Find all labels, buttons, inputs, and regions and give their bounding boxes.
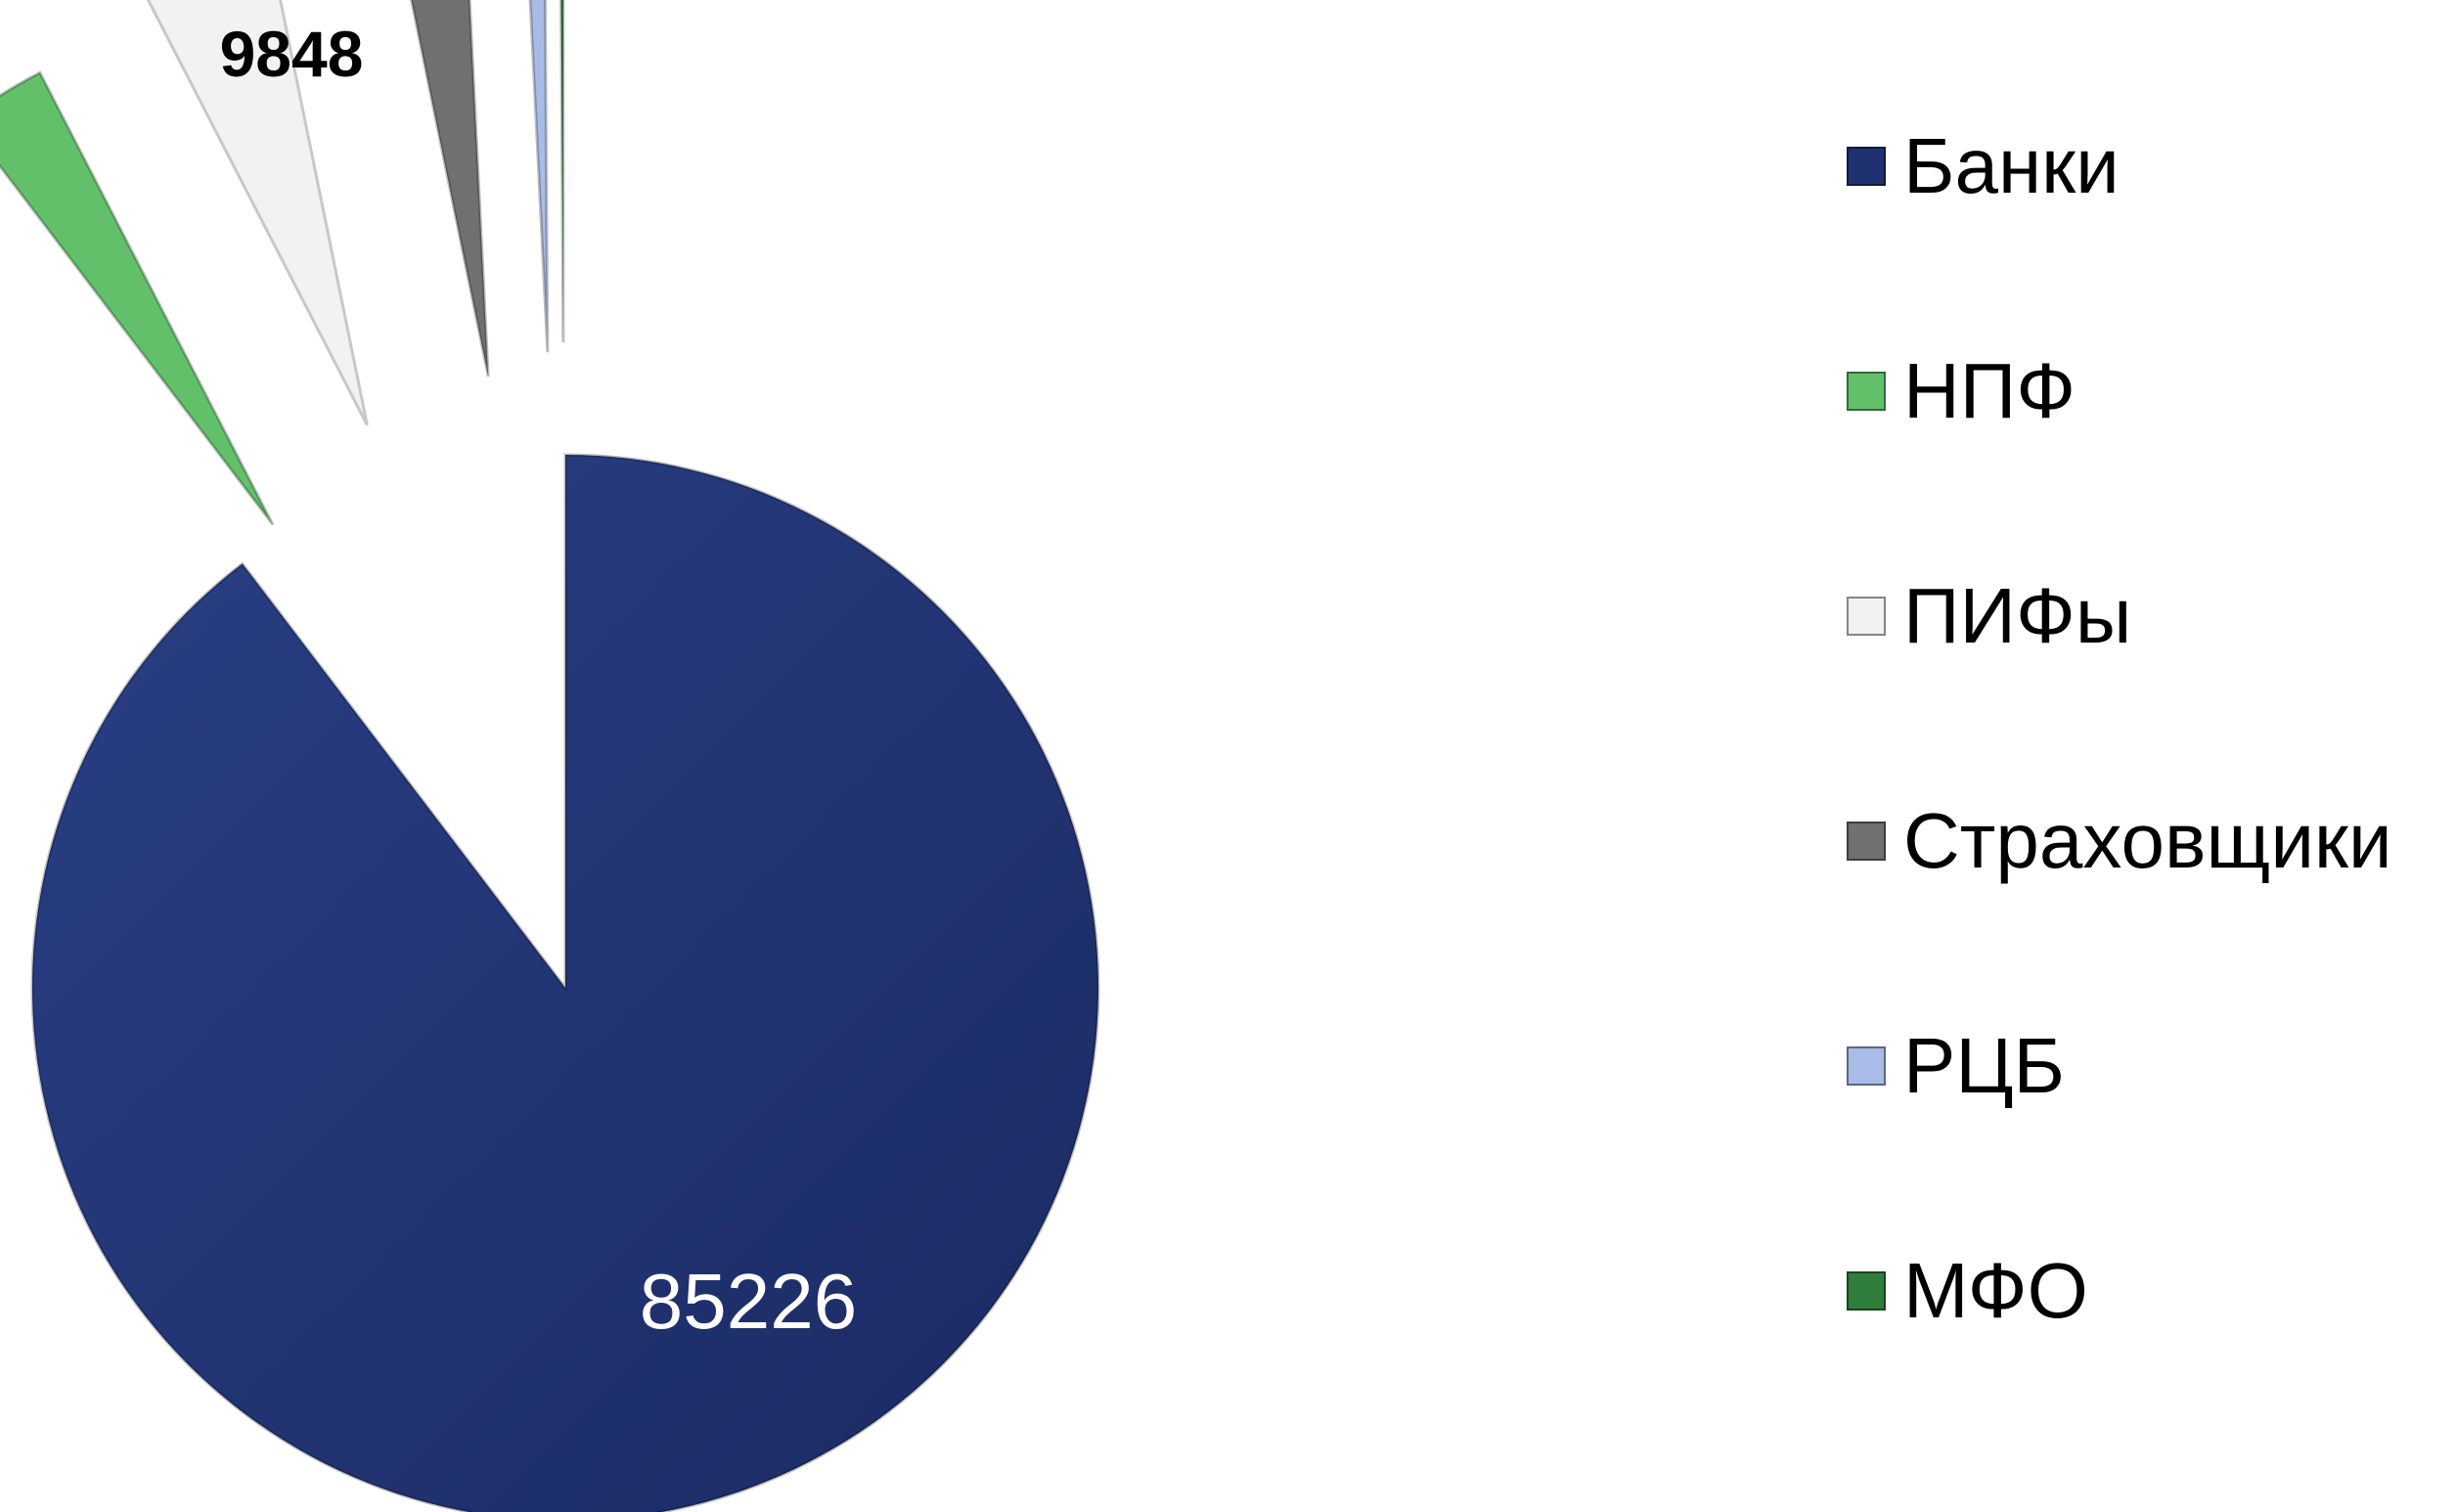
pie-slice-mfo [559, 0, 565, 343]
legend-swatch-rcb [1847, 1046, 1886, 1086]
legend-swatch-mfo [1847, 1271, 1886, 1311]
legend: Банки НПФ ПИФы Страховщики РЦБ МФО [1847, 117, 2443, 1350]
legend-item-banks: Банки [1847, 117, 2120, 215]
legend-item-npf: НПФ [1847, 342, 2076, 440]
legend-swatch-pif [1847, 597, 1886, 636]
legend-label-pif: ПИФы [1903, 572, 2132, 659]
legend-label-npf: НПФ [1903, 347, 2076, 434]
legend-swatch-insurers [1847, 822, 1886, 861]
legend-item-rcb: РЦБ [1847, 1017, 2065, 1115]
legend-swatch-npf [1847, 372, 1886, 411]
legend-label-mfo: МФО [1903, 1247, 2088, 1334]
pie-slice-pif [146, 0, 369, 426]
legend-item-pif: ПИФы [1847, 567, 2131, 665]
legend-item-insurers: Страховщики [1847, 792, 2392, 890]
legend-swatch-banks [1847, 147, 1886, 186]
data-label-other: 9848 [220, 18, 364, 90]
data-label-banks: 85226 [640, 1258, 857, 1345]
pie-slices [0, 0, 1100, 1512]
pie-slice-rcb [528, 0, 550, 353]
pie-slice-insurers [410, 0, 490, 378]
legend-label-rcb: РЦБ [1903, 1022, 2066, 1109]
legend-label-insurers: Страховщики [1903, 797, 2392, 884]
legend-label-banks: Банки [1903, 122, 2120, 209]
pie-slice-npf [0, 70, 275, 526]
pie-slice-banks [30, 453, 1100, 1512]
legend-item-mfo: МФО [1847, 1242, 2088, 1340]
